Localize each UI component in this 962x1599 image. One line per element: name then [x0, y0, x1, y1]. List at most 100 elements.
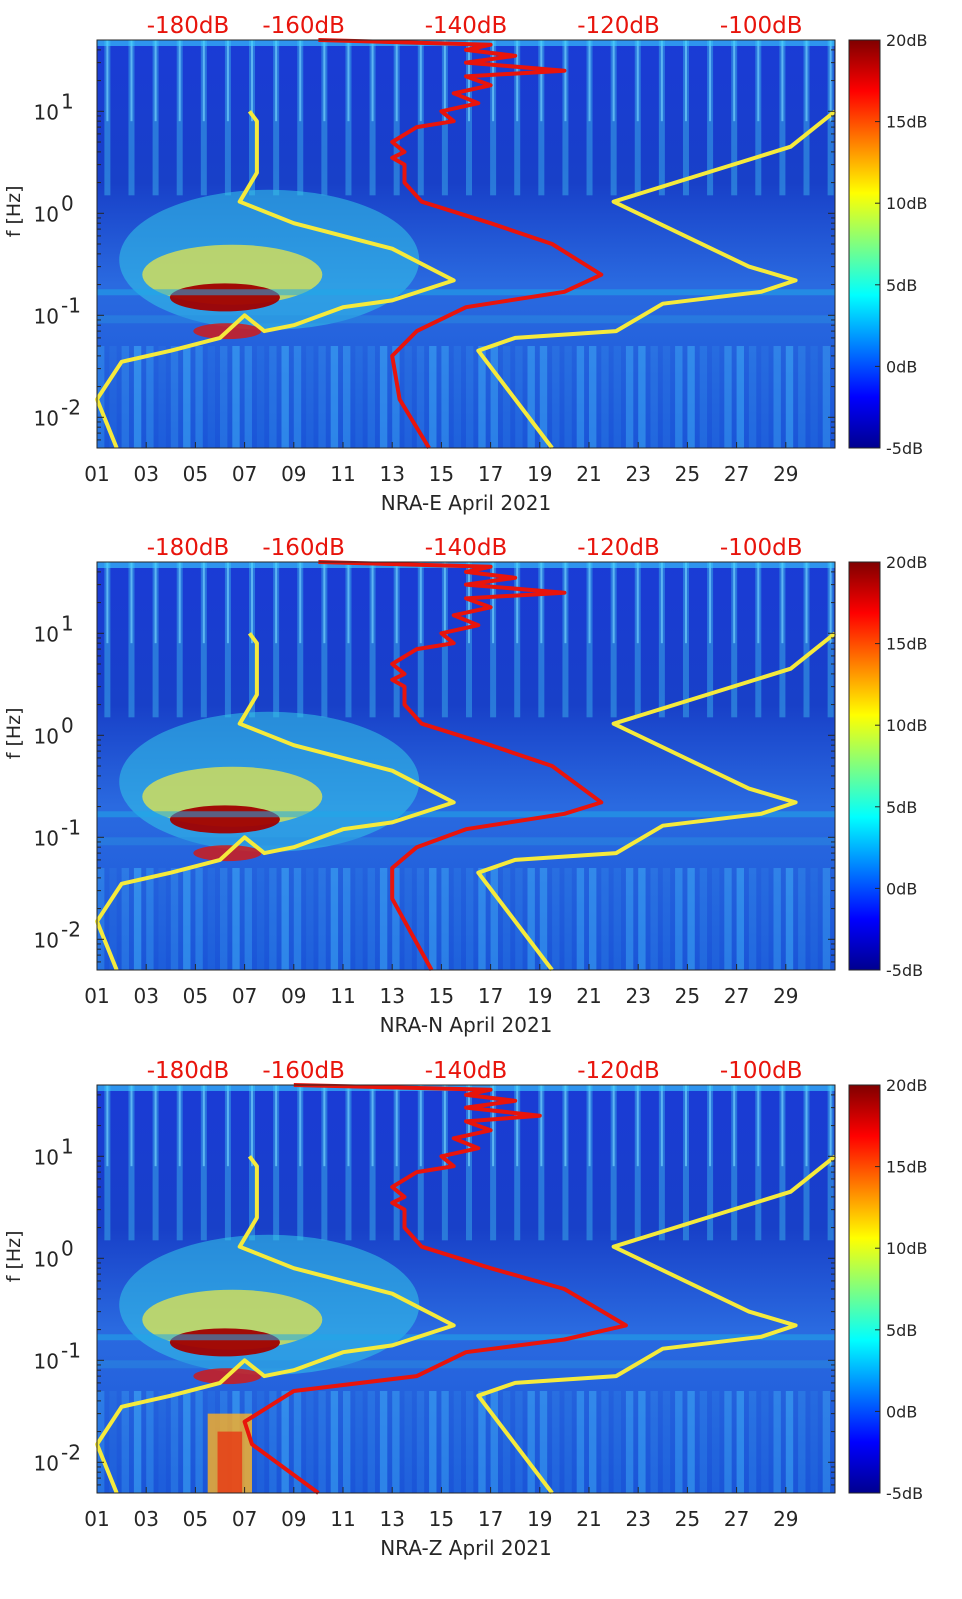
- lowfreq-stripe: [466, 346, 474, 448]
- y-tick-label: 10: [34, 1451, 59, 1475]
- lowfreq-stripe: [613, 1391, 621, 1493]
- lowfreq-stripe: [576, 868, 585, 970]
- diurnal-band-core: [395, 562, 398, 644]
- microseism-line: [97, 1360, 835, 1369]
- lowfreq-stripe: [552, 868, 560, 970]
- lowfreq-stripe: [712, 868, 720, 970]
- lowfreq-stripe: [515, 346, 523, 448]
- lowfreq-stripe: [576, 346, 585, 448]
- lowfreq-stripe: [564, 868, 572, 970]
- lowfreq-stripe: [306, 1391, 314, 1493]
- x-tick-label: 07: [232, 1507, 257, 1531]
- y-tick-exponent: -2: [61, 395, 81, 419]
- lowfreq-stripe: [429, 1391, 437, 1493]
- lowfreq-stripe: [662, 346, 671, 448]
- colorbar-label: 0dB: [886, 879, 917, 898]
- diurnal-band-core: [781, 562, 784, 644]
- y-tick-label: 10: [34, 202, 59, 226]
- top-db-label: -140dB: [425, 535, 508, 561]
- y-tick-base: 10: [34, 724, 59, 748]
- y-tick-exponent: 0: [61, 1236, 74, 1260]
- y-tick-label: 10: [34, 1145, 59, 1169]
- x-tick-label: 09: [281, 462, 306, 486]
- diurnal-band-core: [709, 40, 712, 122]
- lowfreq-stripe: [466, 868, 474, 970]
- diurnal-band-core: [829, 1085, 832, 1167]
- lowfreq-stripe: [293, 346, 302, 448]
- x-tick-label: 15: [429, 1507, 454, 1531]
- lowfreq-stripe: [306, 868, 314, 970]
- lowfreq-stripe: [404, 868, 412, 970]
- diurnal-band-core: [419, 1085, 422, 1167]
- y-axis-label: f [Hz]: [3, 185, 25, 237]
- top-db-label: -160dB: [262, 1058, 345, 1084]
- lowfreq-stripe: [195, 868, 203, 970]
- lowfreq-stripe: [269, 868, 277, 970]
- lowfreq-stripe: [109, 346, 117, 448]
- lowfreq-stripe: [170, 868, 179, 970]
- x-tick-label: 19: [527, 984, 552, 1008]
- lowfreq-stripe: [638, 1391, 646, 1493]
- lowfreq-stripe: [687, 868, 695, 970]
- x-tick-label: 11: [330, 1507, 355, 1531]
- lowfreq-stripe: [748, 868, 757, 970]
- psd-curve: [242, 1083, 628, 1495]
- x-tick-label: 19: [527, 1507, 552, 1531]
- y-tick-exponent: 0: [61, 713, 74, 737]
- colorbar-label: 15dB: [886, 113, 928, 132]
- lowfreq-stripe: [552, 1391, 560, 1493]
- x-tick-label: 09: [281, 1507, 306, 1531]
- microseism-line: [97, 315, 835, 324]
- microseism-core: [169, 805, 280, 834]
- diurnal-band-core: [757, 40, 760, 122]
- lowfreq-stripe: [232, 868, 240, 970]
- x-tick-label: 19: [527, 462, 552, 486]
- diurnal-band-core: [709, 1085, 712, 1167]
- vertical-hot-core: [217, 1431, 243, 1493]
- y-tick-base: 10: [34, 1451, 59, 1475]
- x-tick-label: 13: [379, 462, 404, 486]
- lowfreq-stripe: [822, 868, 831, 970]
- y-tick-base: 10: [34, 622, 59, 646]
- lowfreq-stripe: [564, 1391, 572, 1493]
- colorbar-label: 20dB: [886, 1076, 928, 1095]
- lowfreq-stripe: [379, 1391, 388, 1493]
- x-tick-label: 13: [379, 1507, 404, 1531]
- diurnal-band-core: [636, 562, 639, 644]
- x-tick-label: 23: [625, 1507, 650, 1531]
- diurnal-band-core: [419, 562, 422, 644]
- diurnal-band-core: [516, 1085, 519, 1167]
- microseism-line: [97, 811, 835, 818]
- lowfreq-stripe: [244, 868, 252, 970]
- lowfreq-stripe: [490, 868, 498, 970]
- diurnal-band-core: [275, 40, 278, 122]
- lowfreq-stripe: [453, 1391, 462, 1493]
- lowfreq-stripe: [269, 1391, 277, 1493]
- lowfreq-stripe: [133, 346, 142, 448]
- diurnal-band-core: [226, 1085, 229, 1167]
- diurnal-band-core: [612, 40, 615, 122]
- diurnal-band-core: [468, 562, 470, 644]
- lowfreq-stripe: [281, 868, 289, 970]
- model-line-left: [95, 1155, 456, 1494]
- diurnal-band-core: [347, 1085, 350, 1167]
- lowfreq-stripe: [748, 1391, 757, 1493]
- diurnal-band-core: [371, 1085, 374, 1167]
- x-tick-label: 21: [576, 984, 601, 1008]
- lowfreq-stripe: [798, 1391, 806, 1493]
- lowfreq-stripe: [527, 346, 535, 448]
- diurnal-band-core: [106, 562, 109, 644]
- lowfreq-stripe: [429, 346, 437, 448]
- top-db-label: -100dB: [720, 1058, 803, 1084]
- x-tick-label: 17: [478, 984, 503, 1008]
- model-line-right: [476, 631, 837, 972]
- y-axis-label: f [Hz]: [3, 707, 25, 759]
- lowfreq-stripe: [404, 346, 412, 448]
- lowfreq-stripe: [318, 868, 326, 970]
- diurnal-band-core: [564, 1085, 567, 1167]
- diurnal-band-core: [516, 562, 519, 644]
- diurnal-band-core: [660, 40, 663, 122]
- lowfreq-stripe: [748, 346, 757, 448]
- lowfreq-stripe: [441, 868, 449, 970]
